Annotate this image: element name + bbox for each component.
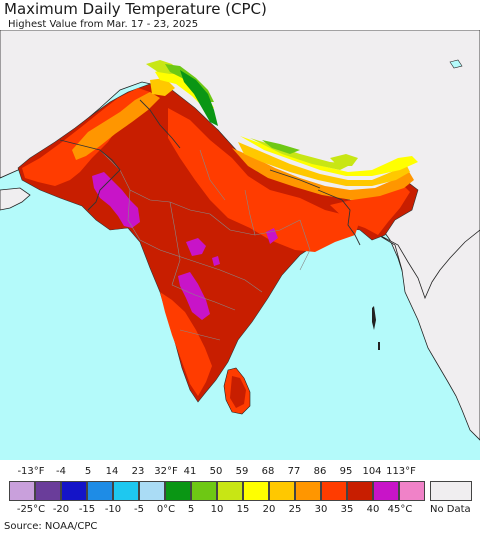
legend-swatch: [321, 481, 347, 501]
region-0-5c: [180, 70, 218, 126]
legend-f-label: 86: [313, 466, 327, 477]
region-30-35c-east: [330, 182, 410, 235]
source-credit: Source: NOAA/CPC: [4, 521, 98, 532]
legend-c-label: -20: [52, 504, 70, 515]
legend-c-label: 45°C: [387, 504, 413, 515]
map-subtitle: Highest Value from Mar. 17 - 23, 2025: [8, 19, 199, 30]
legend-f-label: 104: [362, 466, 382, 477]
sri-lanka-hot: [230, 376, 246, 408]
legend-f-label: -13°F: [17, 466, 45, 477]
legend-f-label: 14: [105, 466, 119, 477]
region-10-15c: [146, 60, 358, 170]
region-25-30c-nw: [72, 92, 160, 160]
legend-no-data-label: No Data: [430, 504, 471, 515]
legend-c-label: -5: [134, 504, 144, 515]
map-title: Maximum Daily Temperature (CPC): [4, 0, 267, 18]
legend-f-label: -4: [56, 466, 66, 477]
region-40-45c-deccan-2: [178, 272, 210, 320]
region-40-45c-deccan-1: [186, 238, 206, 256]
legend-f-label: 113°F: [386, 466, 416, 477]
legend-c-label: 15: [236, 504, 250, 515]
legend-swatch: [217, 481, 243, 501]
legend-f-label: 59: [235, 466, 249, 477]
legend-c-label: 35: [340, 504, 354, 515]
legend-f-label: 5: [84, 466, 92, 477]
region-25-30c-north: [232, 148, 414, 200]
no-data-land-west: [0, 187, 31, 211]
legend-c-label: 30: [314, 504, 328, 515]
legend-c-label: 5: [187, 504, 195, 515]
andaman-islands: [372, 306, 380, 350]
region-30-35c-center: [168, 108, 360, 252]
color-legend: -13°F -4 5 14 23 32°F 41 50 59 68 77 86 …: [0, 460, 480, 520]
legend-c-label: 10: [210, 504, 224, 515]
legend-f-label: 41: [183, 466, 197, 477]
legend-swatch: [269, 481, 295, 501]
temperature-map: [0, 30, 480, 460]
legend-swatch: [165, 481, 191, 501]
legend-c-label: -15: [78, 504, 96, 515]
region-20-25c: [150, 78, 410, 186]
legend-swatch: [61, 481, 87, 501]
lake-outline: [449, 59, 463, 69]
legend-f-label: 77: [287, 466, 301, 477]
region-40-45c-center: [212, 256, 220, 266]
legend-c-label: 20: [262, 504, 276, 515]
no-data-land-east: [369, 229, 480, 441]
legend-f-label: 50: [209, 466, 223, 477]
legend-c-label: -10: [104, 504, 122, 515]
legend-f-label: 23: [131, 466, 145, 477]
legend-no-data-swatch: [430, 481, 472, 501]
legend-c-label: 25: [288, 504, 302, 515]
legend-swatch: [9, 481, 35, 501]
country-borders: [59, 99, 361, 246]
region-30-35c-south: [160, 292, 212, 396]
legend-swatch: [347, 481, 373, 501]
legend-swatch: [35, 481, 61, 501]
legend-swatch: [399, 481, 425, 501]
legend-swatch: [87, 481, 113, 501]
legend-f-label: 32°F: [154, 466, 178, 477]
legend-swatch: [373, 481, 399, 501]
legend-swatch: [139, 481, 165, 501]
legend-f-label: 68: [261, 466, 275, 477]
legend-f-label: 95: [339, 466, 353, 477]
legend-swatch: [295, 481, 321, 501]
legend-c-label: 40: [366, 504, 380, 515]
legend-swatch: [191, 481, 217, 501]
legend-swatch: [113, 481, 139, 501]
legend-c-label: -25°C: [16, 504, 46, 515]
legend-c-label: 0°C: [156, 504, 176, 515]
legend-swatch: [243, 481, 269, 501]
